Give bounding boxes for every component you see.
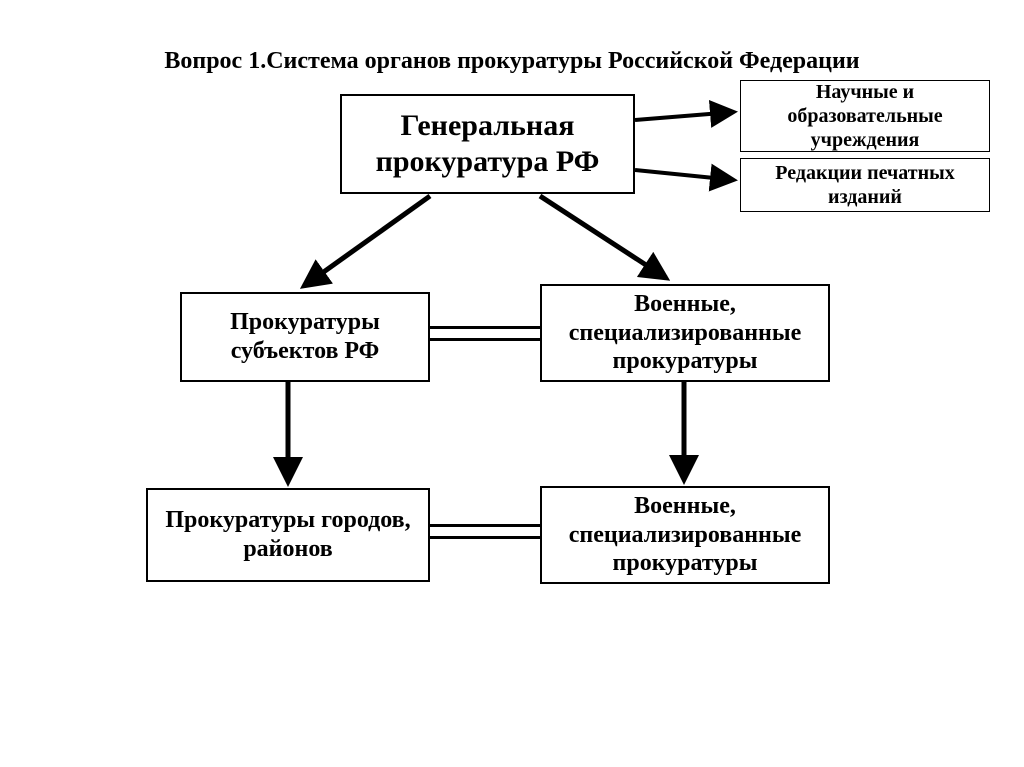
- arrow-main-to-print: [635, 170, 734, 180]
- diagram-canvas: Вопрос 1.Система органов прокуратуры Рос…: [0, 0, 1024, 767]
- node-label: Прокуратуры субъектов РФ: [192, 308, 418, 366]
- node-label: Прокуратуры городов, районов: [158, 506, 418, 564]
- node-city-district-prosecutors: Прокуратуры городов, районов: [146, 488, 430, 582]
- node-print-editions: Редакции печатных изданий: [740, 158, 990, 212]
- node-label: Научные и образовательные учреждения: [751, 80, 979, 152]
- arrow-main-to-scientific: [635, 112, 734, 120]
- node-subject-prosecutors: Прокуратуры субъектов РФ: [180, 292, 430, 382]
- equals-connector-upper: [430, 326, 540, 344]
- node-label: Генеральная прокуратура РФ: [352, 108, 623, 180]
- arrow-main-to-military-upper: [540, 196, 666, 278]
- node-label: Редакции печатных изданий: [751, 161, 979, 209]
- diagram-title: Вопрос 1.Система органов прокуратуры Рос…: [0, 48, 1024, 75]
- node-label: Военные, специализированные прокуратуры: [552, 492, 818, 578]
- node-general-prosecutor: Генеральная прокуратура РФ: [340, 94, 635, 194]
- node-scientific-educational: Научные и образовательные учреждения: [740, 80, 990, 152]
- node-military-specialized-lower: Военные, специализированные прокуратуры: [540, 486, 830, 584]
- arrow-main-to-subjects: [304, 196, 430, 286]
- node-label: Военные, специализированные прокуратуры: [552, 290, 818, 376]
- equals-connector-lower: [430, 524, 540, 542]
- node-military-specialized-upper: Военные, специализированные прокуратуры: [540, 284, 830, 382]
